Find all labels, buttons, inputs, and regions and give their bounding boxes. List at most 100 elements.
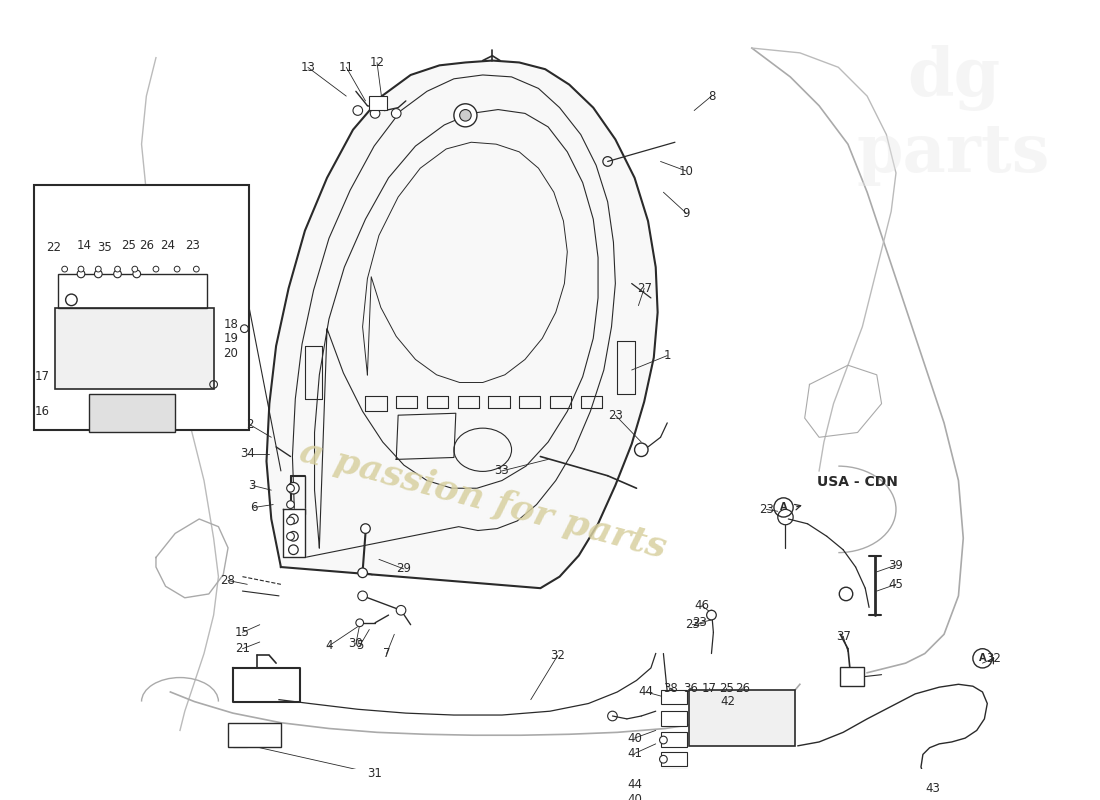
Circle shape xyxy=(287,482,299,494)
Circle shape xyxy=(288,514,298,524)
Text: 44: 44 xyxy=(627,778,642,790)
Text: 13: 13 xyxy=(300,61,316,74)
Text: 36: 36 xyxy=(683,682,697,694)
Text: 4: 4 xyxy=(326,639,332,652)
Text: 44: 44 xyxy=(639,686,653,698)
Text: 11: 11 xyxy=(339,61,354,74)
Circle shape xyxy=(361,524,371,534)
Bar xyxy=(660,732,688,746)
Circle shape xyxy=(660,792,668,800)
Text: 2: 2 xyxy=(246,418,254,431)
Bar xyxy=(58,274,207,307)
Text: 7: 7 xyxy=(383,647,390,660)
Text: 18: 18 xyxy=(223,318,239,331)
Text: 1: 1 xyxy=(663,349,671,362)
Text: 22: 22 xyxy=(46,242,62,254)
Circle shape xyxy=(133,270,141,278)
Text: 35: 35 xyxy=(97,242,111,254)
Circle shape xyxy=(660,736,668,744)
Text: 8: 8 xyxy=(707,90,715,102)
Text: 41: 41 xyxy=(627,747,642,760)
Text: 16: 16 xyxy=(35,405,51,418)
Circle shape xyxy=(113,270,121,278)
Text: A: A xyxy=(780,502,788,513)
Bar xyxy=(660,751,688,766)
Circle shape xyxy=(353,106,363,115)
Text: 3: 3 xyxy=(249,479,256,492)
Text: 23: 23 xyxy=(685,618,700,631)
Bar xyxy=(660,769,688,783)
Circle shape xyxy=(78,266,84,272)
Text: USA - CDN: USA - CDN xyxy=(817,475,898,490)
Text: 23: 23 xyxy=(185,238,200,251)
Circle shape xyxy=(938,782,949,794)
Circle shape xyxy=(660,755,668,763)
Circle shape xyxy=(66,294,77,306)
Circle shape xyxy=(358,591,367,601)
Bar xyxy=(690,690,795,746)
Text: 37: 37 xyxy=(836,630,850,642)
Text: 34: 34 xyxy=(240,447,255,460)
Text: 45: 45 xyxy=(889,578,903,591)
Circle shape xyxy=(114,266,120,272)
Text: 23: 23 xyxy=(759,503,773,516)
Text: A: A xyxy=(979,654,987,663)
Polygon shape xyxy=(266,61,658,588)
Text: 42: 42 xyxy=(720,695,735,708)
Text: 15: 15 xyxy=(235,626,250,639)
Text: 32: 32 xyxy=(987,652,1001,665)
Text: a passion for parts: a passion for parts xyxy=(296,434,670,565)
Polygon shape xyxy=(283,510,305,558)
Circle shape xyxy=(371,109,380,118)
Text: 25: 25 xyxy=(122,238,136,251)
FancyBboxPatch shape xyxy=(34,186,250,430)
Text: 20: 20 xyxy=(223,347,239,360)
Text: 38: 38 xyxy=(663,682,678,694)
Circle shape xyxy=(288,545,298,554)
Text: 39: 39 xyxy=(889,558,903,572)
Circle shape xyxy=(392,109,402,118)
Circle shape xyxy=(396,606,406,615)
Circle shape xyxy=(287,533,295,540)
Text: 19: 19 xyxy=(223,332,239,345)
Text: 23: 23 xyxy=(693,616,707,630)
Text: 21: 21 xyxy=(235,642,250,655)
Circle shape xyxy=(96,266,101,272)
Circle shape xyxy=(356,619,364,626)
Circle shape xyxy=(194,266,199,272)
Circle shape xyxy=(287,501,295,509)
Text: 30: 30 xyxy=(349,638,363,650)
Text: 40: 40 xyxy=(627,732,642,745)
Text: 29: 29 xyxy=(396,562,411,575)
Text: dg
parts: dg parts xyxy=(857,45,1050,186)
Circle shape xyxy=(77,270,85,278)
Circle shape xyxy=(460,110,471,121)
Text: 10: 10 xyxy=(679,165,694,178)
Text: 17: 17 xyxy=(35,370,51,383)
Text: 40: 40 xyxy=(627,793,642,800)
Bar xyxy=(840,667,865,686)
Text: 32: 32 xyxy=(550,649,565,662)
Circle shape xyxy=(153,266,158,272)
Text: 43: 43 xyxy=(925,782,939,794)
Text: 27: 27 xyxy=(637,282,651,295)
Circle shape xyxy=(287,517,295,525)
Text: 23: 23 xyxy=(608,409,623,422)
Text: 12: 12 xyxy=(370,56,385,69)
Text: 26: 26 xyxy=(735,682,750,694)
Circle shape xyxy=(454,104,477,127)
Circle shape xyxy=(95,270,102,278)
Circle shape xyxy=(62,266,67,272)
Text: 14: 14 xyxy=(76,238,91,251)
Circle shape xyxy=(706,610,716,620)
Text: 24: 24 xyxy=(160,238,175,251)
Text: 17: 17 xyxy=(702,682,717,694)
Circle shape xyxy=(660,773,668,780)
Bar xyxy=(89,394,175,433)
Polygon shape xyxy=(233,668,300,702)
Text: 9: 9 xyxy=(683,207,690,220)
Text: 25: 25 xyxy=(719,682,735,694)
Text: 6: 6 xyxy=(250,501,257,514)
Circle shape xyxy=(744,780,755,792)
Circle shape xyxy=(287,484,295,492)
